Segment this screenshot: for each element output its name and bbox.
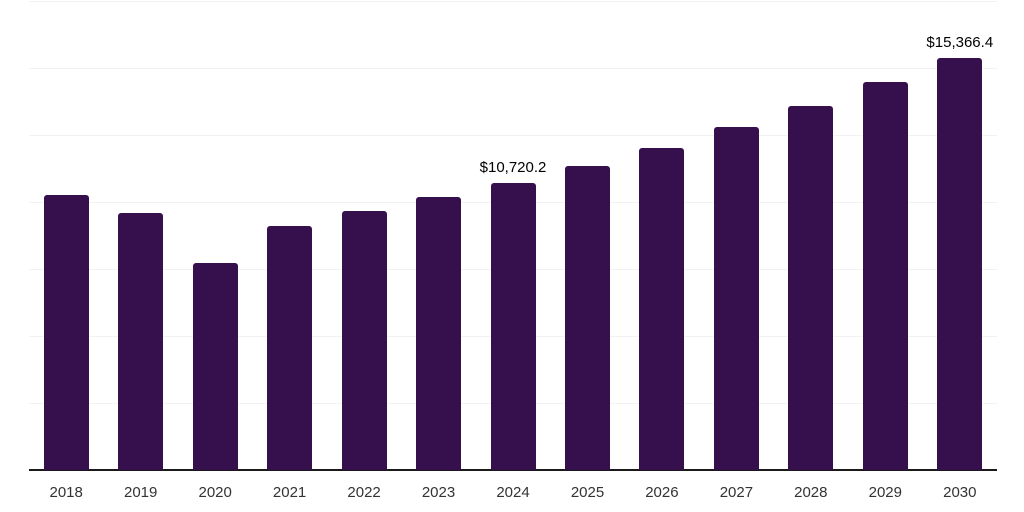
bar-2025[interactable] — [565, 165, 610, 470]
x-tick-2028: 2028 — [794, 484, 828, 501]
bar-2022[interactable] — [341, 210, 387, 470]
x-tick-2025: 2025 — [570, 484, 605, 501]
x-tick-2024: 2024 — [496, 484, 530, 501]
x-tick-2029: 2029 — [868, 484, 902, 501]
bar-2019[interactable] — [118, 212, 164, 470]
bar-2029[interactable] — [862, 81, 908, 470]
bar-2024[interactable] — [490, 182, 536, 470]
x-tick-2030: 2030 — [943, 484, 977, 501]
x-tick-2021: 2021 — [272, 484, 307, 501]
x-tick-2020: 2020 — [198, 484, 232, 501]
bar-2028[interactable] — [788, 106, 834, 470]
bar-2026[interactable] — [639, 147, 685, 470]
x-tick-2018: 2018 — [49, 484, 83, 501]
x-tick-2026: 2026 — [645, 484, 679, 501]
bar-2021[interactable] — [267, 225, 313, 470]
gridline — [29, 135, 997, 136]
bar-2030[interactable] — [937, 58, 983, 470]
gridline — [29, 68, 997, 69]
x-tick-2027: 2027 — [719, 484, 754, 501]
bar-2020[interactable] — [192, 262, 238, 470]
x-axis-line — [29, 469, 997, 471]
gridline — [29, 1, 997, 2]
x-tick-2023: 2023 — [421, 484, 456, 501]
x-tick-2019: 2019 — [124, 484, 158, 501]
data-label-2030: $15,366.4 — [926, 34, 994, 52]
bar-2023[interactable] — [416, 196, 461, 470]
bar-2018[interactable] — [43, 194, 89, 470]
bar-2027[interactable] — [713, 127, 759, 470]
x-tick-2022: 2022 — [347, 484, 381, 501]
data-label-2024: $10,720.2 — [479, 158, 547, 176]
